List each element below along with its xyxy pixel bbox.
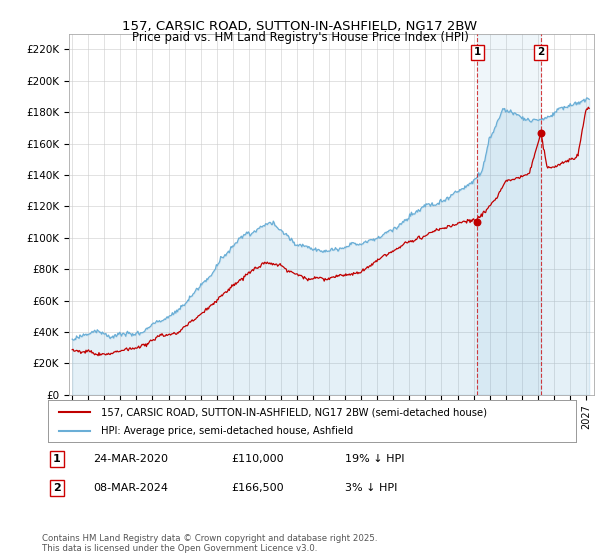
Text: 1: 1 xyxy=(53,454,61,464)
Text: 19% ↓ HPI: 19% ↓ HPI xyxy=(345,454,404,464)
Point xyxy=(472,218,482,227)
Text: £110,000: £110,000 xyxy=(231,454,284,464)
Text: 3% ↓ HPI: 3% ↓ HPI xyxy=(345,483,397,493)
Text: £166,500: £166,500 xyxy=(231,483,284,493)
Text: 2: 2 xyxy=(537,48,544,58)
Text: 24-MAR-2020: 24-MAR-2020 xyxy=(93,454,168,464)
Point xyxy=(536,129,545,138)
Text: Contains HM Land Registry data © Crown copyright and database right 2025.
This d: Contains HM Land Registry data © Crown c… xyxy=(42,534,377,553)
Text: 157, CARSIC ROAD, SUTTON-IN-ASHFIELD, NG17 2BW: 157, CARSIC ROAD, SUTTON-IN-ASHFIELD, NG… xyxy=(122,20,478,32)
Text: 1: 1 xyxy=(473,48,481,58)
Text: 08-MAR-2024: 08-MAR-2024 xyxy=(93,483,168,493)
Text: HPI: Average price, semi-detached house, Ashfield: HPI: Average price, semi-detached house,… xyxy=(101,426,353,436)
Text: Price paid vs. HM Land Registry's House Price Index (HPI): Price paid vs. HM Land Registry's House … xyxy=(131,31,469,44)
Text: 157, CARSIC ROAD, SUTTON-IN-ASHFIELD, NG17 2BW (semi-detached house): 157, CARSIC ROAD, SUTTON-IN-ASHFIELD, NG… xyxy=(101,407,487,417)
Bar xyxy=(477,34,541,395)
Text: 2: 2 xyxy=(53,483,61,493)
